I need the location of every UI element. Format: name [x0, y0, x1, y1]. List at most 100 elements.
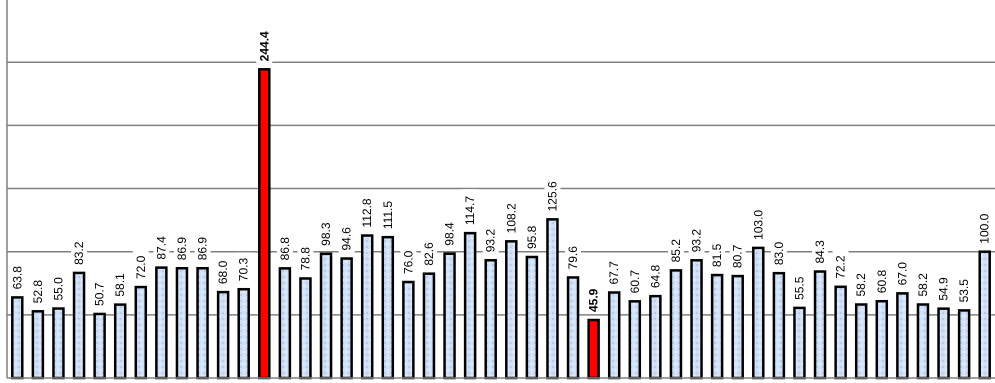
data-label-background [441, 216, 458, 248]
data-label: 84.3 [813, 240, 827, 264]
bar [278, 267, 292, 380]
bar [422, 272, 436, 380]
data-label: 78.8 [298, 247, 312, 271]
bar [216, 290, 230, 380]
data-label: 72.0 [134, 255, 148, 279]
data-label: 244.4 [257, 31, 271, 61]
bar [463, 231, 477, 380]
data-label: 80.7 [731, 244, 745, 268]
bar [505, 240, 518, 380]
data-label: 86.9 [196, 237, 210, 261]
bar [566, 276, 580, 380]
bar [299, 277, 312, 380]
data-label: 67.0 [895, 262, 909, 286]
bar [155, 266, 168, 380]
data-label: 93.2 [690, 229, 704, 253]
data-label-background [462, 189, 479, 228]
bar [937, 307, 950, 380]
data-label: 98.3 [319, 222, 333, 246]
data-label: 64.8 [648, 264, 662, 288]
bar [484, 259, 497, 380]
data-label: 100.0 [978, 213, 992, 243]
data-label-background [832, 250, 849, 281]
data-label-background [50, 271, 67, 303]
bar [402, 280, 415, 380]
data-label: 55.0 [51, 277, 65, 301]
axes [6, 0, 995, 379]
data-label-background [9, 260, 26, 292]
data-label: 60.8 [875, 270, 889, 294]
data-label-background [420, 236, 437, 268]
data-label-background [194, 231, 211, 263]
data-label: 58.2 [916, 273, 930, 297]
bar-highlighted [258, 68, 271, 380]
data-label-background [400, 245, 417, 277]
data-label-background [647, 259, 664, 291]
bar [752, 246, 765, 380]
data-label-background [544, 175, 561, 214]
data-label-background [585, 283, 602, 315]
bar [607, 291, 621, 380]
bar [772, 271, 786, 380]
data-label-background [956, 273, 973, 305]
bar [690, 259, 703, 380]
data-label: 55.5 [792, 276, 806, 300]
bar [134, 285, 148, 380]
bar [916, 303, 930, 380]
data-label: 68.0 [216, 260, 230, 284]
data-label-background [873, 264, 890, 296]
bar [854, 303, 868, 380]
bar [813, 270, 827, 380]
data-label-background [770, 236, 787, 268]
data-label-background [153, 230, 170, 262]
bar [237, 287, 250, 380]
data-label: 87.4 [154, 236, 168, 260]
data-label: 72.2 [834, 255, 848, 279]
data-label: 63.8 [10, 266, 24, 290]
data-label-background [894, 256, 911, 288]
bar [978, 250, 991, 380]
data-label: 50.7 [93, 282, 107, 306]
data-label: 103.0 [751, 210, 765, 240]
data-label-background [132, 250, 149, 282]
data-label: 70.3 [237, 258, 251, 282]
data-label-background [791, 271, 808, 302]
data-label: 76.0 [401, 250, 415, 274]
data-label: 58.2 [854, 273, 868, 297]
bar [710, 273, 724, 380]
bar [93, 312, 106, 380]
data-label-background [215, 255, 232, 287]
bar [72, 271, 86, 380]
data-label: 95.8 [525, 225, 539, 249]
data-label-background [91, 277, 108, 308]
data-label-background [276, 231, 293, 263]
data-labels: 63.8 52.8 55.0 83.2 50.7 58.1 72.0 87.4 86.9 86.9… [9, 25, 993, 315]
data-label-background [112, 267, 129, 299]
bar [834, 285, 847, 380]
data-label-background [256, 25, 273, 64]
data-label-background [914, 267, 931, 299]
bar [793, 306, 806, 380]
data-label-background [688, 223, 705, 255]
data-label-background [709, 238, 726, 270]
data-label: 83.0 [772, 241, 786, 265]
bar [525, 255, 539, 380]
data-label-background [29, 274, 46, 306]
data-label-background [235, 252, 252, 284]
bar [319, 252, 333, 380]
data-label-background [750, 203, 767, 242]
bar [340, 257, 353, 380]
bar [31, 310, 45, 380]
data-label: 125.6 [545, 181, 559, 211]
data-label-background [729, 239, 746, 271]
data-label-background [338, 221, 355, 253]
gridlines [7, 61, 995, 316]
data-label-background [379, 193, 396, 232]
data-label: 86.9 [175, 237, 189, 261]
data-label-background [976, 207, 993, 246]
data-label-background [812, 234, 829, 266]
data-label: 108.2 [504, 203, 518, 233]
data-label-background [503, 197, 520, 236]
data-label: 52.8 [31, 280, 45, 304]
